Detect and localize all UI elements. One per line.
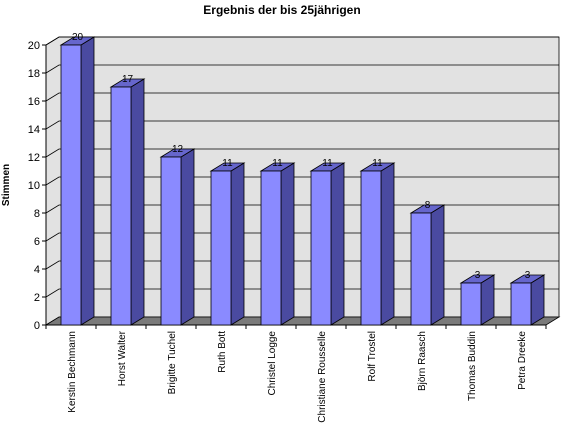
chart-title: Ergebnis der bis 25jährigen <box>203 3 360 17</box>
bar <box>260 170 282 326</box>
bar-side <box>430 204 445 326</box>
category-label: Brigitte Tuchel <box>167 331 178 394</box>
category-label: Thomas Buddin <box>467 331 478 401</box>
data-label: 11 <box>372 158 383 169</box>
bar-side <box>380 162 395 326</box>
category-label: Petra Dreeke <box>517 331 528 390</box>
y-axis-label: Stimmen <box>1 164 12 206</box>
bar-side <box>530 274 545 326</box>
data-label: 3 <box>525 270 531 281</box>
data-label: 17 <box>122 74 134 85</box>
data-label: 11 <box>322 158 333 169</box>
y-tick-label: 20 <box>28 40 40 52</box>
bar-side <box>330 162 345 326</box>
bar-side <box>80 36 95 326</box>
data-label: 3 <box>475 270 481 281</box>
bar <box>110 86 132 326</box>
bar <box>360 170 382 326</box>
data-label: 8 <box>425 200 431 211</box>
bar <box>160 156 182 326</box>
bar <box>510 282 532 326</box>
category-label: Ruth Bott <box>217 331 228 373</box>
y-tick-label: 8 <box>34 208 40 220</box>
bar-side <box>180 148 195 326</box>
plot-area: 0 2 4 6 8 10 12 14 16 18 20 20 Kerstin Bechmann 17 Hor… <box>28 32 561 423</box>
gridline <box>45 92 559 102</box>
gridline <box>45 148 559 158</box>
y-tick-label: 12 <box>28 152 40 164</box>
y-tick-label: 14 <box>28 124 40 136</box>
y-tick-label: 2 <box>34 292 40 304</box>
y-tick-label: 0 <box>34 320 40 332</box>
y-tick-label: 10 <box>28 180 40 192</box>
bar <box>410 212 432 326</box>
y-tick-label: 18 <box>28 68 40 80</box>
bar-side <box>130 78 145 326</box>
bar <box>310 170 332 326</box>
bar-side <box>280 162 295 326</box>
gridline <box>45 36 559 46</box>
category-label: Horst Walter <box>117 330 128 386</box>
category-label: Kerstin Bechmann <box>67 331 78 413</box>
bar-side <box>480 274 495 326</box>
bar-side <box>230 162 245 326</box>
category-label: Christel Logge <box>267 331 278 396</box>
gridline <box>45 120 559 130</box>
data-label: 11 <box>272 158 283 169</box>
y-tick-label: 16 <box>28 96 40 108</box>
data-label: 20 <box>72 32 84 43</box>
bar <box>210 170 232 326</box>
data-label: 11 <box>222 158 233 169</box>
category-label: Christiane Rousselle <box>317 331 328 423</box>
data-label: 12 <box>172 144 184 155</box>
bar <box>460 282 482 326</box>
bar <box>60 44 82 326</box>
gridline <box>45 64 559 74</box>
category-label: Rolf Trostel <box>367 331 378 382</box>
y-tick-label: 6 <box>34 236 40 248</box>
category-label: Björn Raasch <box>417 331 428 391</box>
y-tick-label: 4 <box>34 264 40 276</box>
